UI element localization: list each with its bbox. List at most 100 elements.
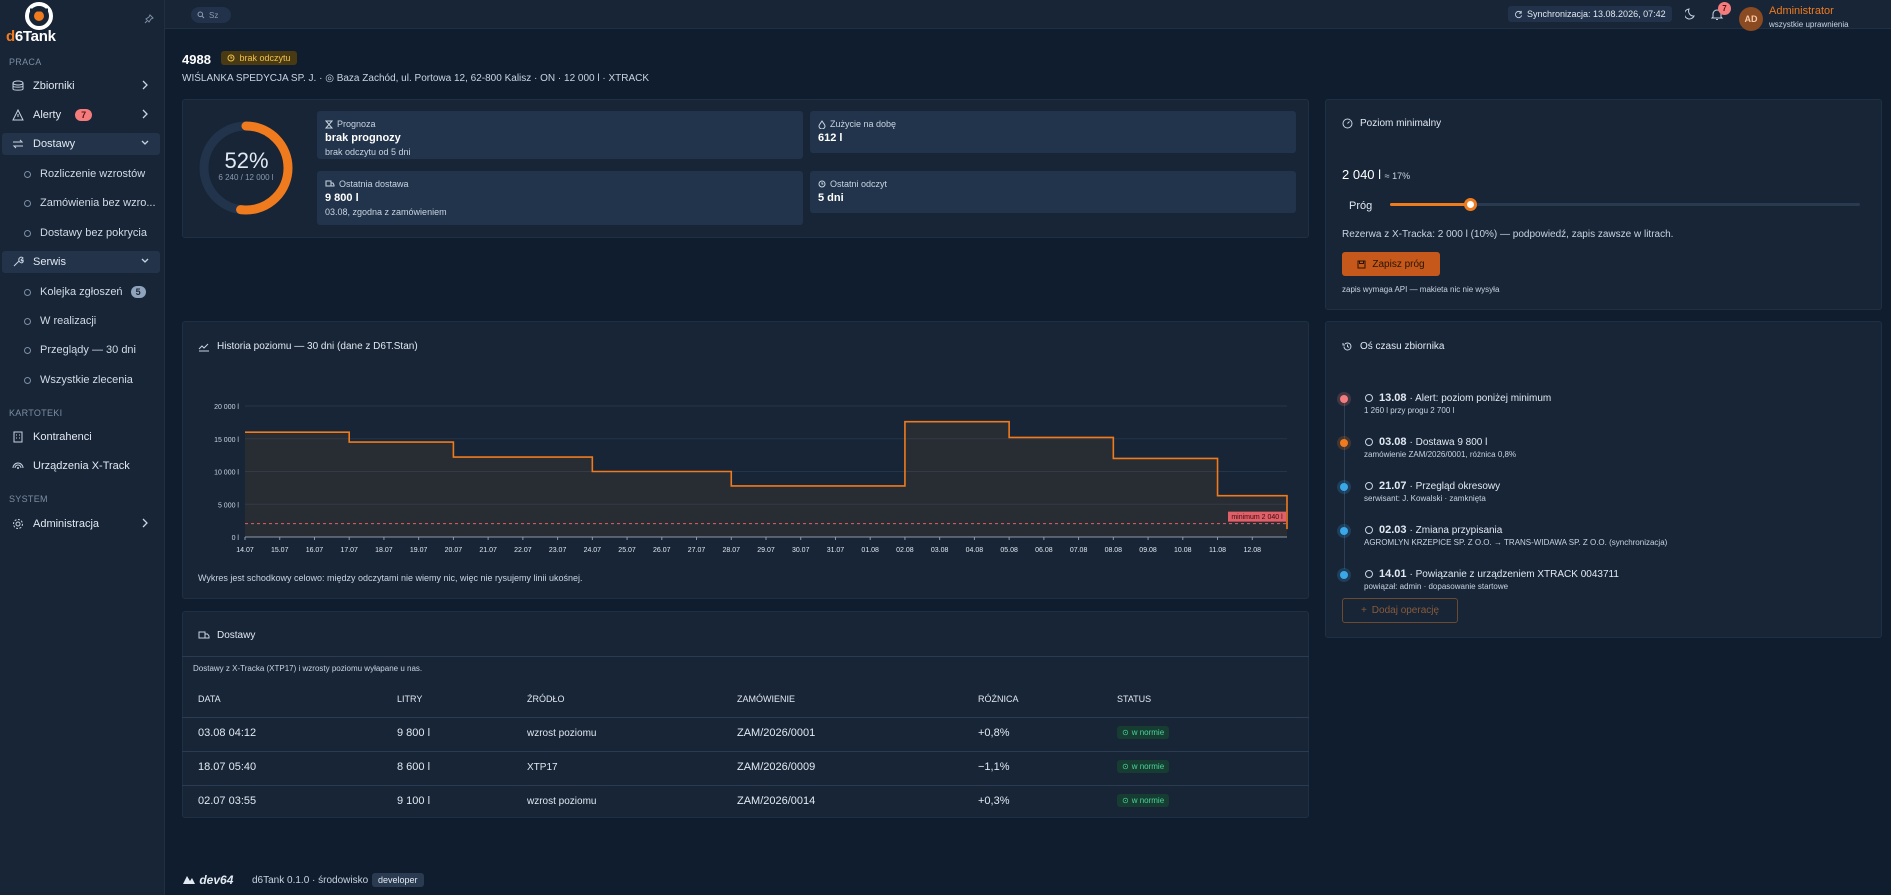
tank-subline: WIŚLANKA SPEDYCJA SP. J. · ◎ Baza Zachód…	[182, 73, 650, 84]
refresh-icon	[1515, 10, 1523, 18]
card-title-label: Dostawy	[217, 630, 256, 641]
card-title: Oś czasu zbiornika	[1342, 341, 1444, 352]
circle-icon	[24, 170, 31, 178]
tile-value: 612 l	[818, 132, 843, 144]
history-chart: 20 000 l 15 000 l 10 000 l 5 000 l 0 l 14.07 1…	[214, 404, 1288, 554]
series-line	[245, 420, 1288, 530]
timeline-event-sub: zamówienie ZAM/2026/0001, różnica 0,8%	[1364, 450, 1517, 459]
sidebar-item-label: Kontrahenci	[33, 431, 92, 443]
cell-source: wzrost poziomu	[527, 728, 597, 739]
status-badge: ⊙ w normie	[1117, 794, 1170, 807]
truck-icon	[325, 180, 335, 187]
building-icon	[11, 430, 25, 444]
cell-liters: 8 600 l	[397, 761, 431, 773]
history-icon	[1342, 342, 1352, 351]
threshold-slider-thumb[interactable]	[1463, 198, 1477, 211]
brand-logo-icon	[25, 2, 53, 30]
timeline-event-title: · Zmiana przypisania	[1409, 524, 1503, 536]
sidebar-item-administration[interactable]: Administracja	[2, 513, 160, 535]
timeline-event-heading: 14.01 · Powiązanie z urządzeniem XTRACK 0…	[1364, 568, 1619, 580]
sidebar: d6Tank PRACA Zbiorniki Alerty 7 Dostawy …	[0, 0, 165, 895]
sidebar-item-label: Urządzenia X-Track	[33, 460, 130, 472]
search-input[interactable]: Sz	[191, 7, 231, 23]
circle-icon	[24, 199, 31, 207]
x-tick-label: 24.07	[584, 547, 602, 554]
x-tick-label: 15.07	[271, 547, 289, 554]
x-tick-label: 17.07	[340, 547, 358, 554]
sidebar-subitem-orders-without-growth[interactable]: Zamówienia bez wzro...	[24, 192, 160, 214]
warning-icon	[11, 108, 25, 122]
tile-last-delivery: Ostatnia dostawa 9 800 l 03.08, zgodna z…	[317, 171, 803, 225]
y-tick-label: 5 000 l	[218, 502, 239, 509]
circle-icon	[24, 346, 31, 354]
sidebar-subitem-inspections[interactable]: Przeglądy — 30 dni	[24, 339, 160, 361]
minimum-value: 2 040 l ≈ 17%	[1342, 167, 1410, 182]
footer-logo-text: dev64	[199, 873, 234, 887]
cell-order[interactable]: ZAM/2026/0001	[737, 727, 816, 739]
column-header-date: DATA	[198, 694, 221, 704]
pin-icon[interactable]	[144, 14, 154, 24]
cell-order[interactable]: ZAM/2026/0014	[737, 795, 816, 807]
sidebar-subitem-uncovered-deliveries[interactable]: Dostawy bez pokrycia	[24, 222, 160, 244]
divider	[182, 717, 1309, 718]
x-tick-label: 03.08	[931, 547, 949, 554]
sidebar-subitem-label: Przeglądy — 30 dni	[40, 344, 136, 356]
status-label: w normie	[1131, 762, 1165, 771]
cell-diff: −1,1%	[978, 761, 1010, 773]
sidebar-subitem-ticket-queue[interactable]: Kolejka zgłoszeń 5	[24, 281, 160, 303]
notification-count-badge: 7	[1718, 2, 1731, 15]
cell-order[interactable]: ZAM/2026/0009	[737, 761, 816, 773]
add-operation-button[interactable]: + Dodaj operację	[1342, 598, 1458, 623]
sidebar-subitem-label: Wszystkie zlecenia	[40, 374, 133, 386]
sidebar-subitem-in-progress[interactable]: W realizacji	[24, 310, 160, 332]
truck-icon	[198, 631, 210, 639]
tile-label: Ostatni odczyt	[830, 179, 888, 189]
level-gauge	[199, 121, 293, 215]
x-tick-label: 09.08	[1139, 547, 1157, 554]
timeline-card	[1325, 321, 1882, 638]
sidebar-item-label: Alerty	[33, 109, 62, 121]
x-tick-label: 06.08	[1035, 547, 1053, 554]
x-tick-label: 18.07	[375, 547, 393, 554]
x-tick-label: 22.07	[514, 547, 532, 554]
warning-icon	[1365, 394, 1373, 402]
x-tick-label: 08.08	[1105, 547, 1123, 554]
card-title-label: Historia poziomu — 30 dni (dane z D6T.St…	[217, 341, 418, 352]
tile-label: Ostatnia dostawa	[339, 179, 409, 189]
avatar[interactable]: AD	[1739, 7, 1763, 31]
sidebar-subitem-label: Zamówienia bez wzro...	[40, 197, 156, 209]
user-name[interactable]: Administrator	[1769, 5, 1834, 17]
timeline-event-date: 21.07	[1379, 480, 1407, 492]
sidebar-subitem-all-orders[interactable]: Wszystkie zlecenia	[24, 369, 160, 391]
topbar: Sz Synchronizacja: 13.08.2026, 07:42 7 A…	[165, 0, 1891, 31]
moon-icon[interactable]	[1685, 8, 1697, 20]
threshold-slider[interactable]	[1390, 198, 1860, 211]
x-tick-label: 31.07	[827, 547, 845, 554]
save-threshold-button[interactable]: Zapisz próg	[1342, 252, 1440, 276]
timeline-event-title: · Dostawa 9 800 l	[1409, 436, 1488, 448]
timeline-event-heading: 03.08 · Dostawa 9 800 l	[1364, 436, 1487, 448]
sidebar-subitem-growth-settlement[interactable]: Rozliczenie wzrostów	[24, 163, 160, 185]
sync-label: Synchronizacja: 13.08.2026, 07:42	[1527, 9, 1666, 19]
cell-source: wzrost poziomu	[527, 796, 597, 807]
tile-daily-usage: Zużycie na dobę 612 l	[810, 111, 1296, 153]
cell-diff: +0,3%	[978, 795, 1010, 807]
sidebar-item-deliveries[interactable]: Dostawy	[2, 133, 160, 155]
tile-value: 9 800 l	[325, 192, 359, 204]
x-tick-label: 04.08	[966, 547, 984, 554]
sync-status-button[interactable]: Synchronizacja: 13.08.2026, 07:42	[1508, 6, 1672, 22]
x-tick-label: 05.08	[1000, 547, 1018, 554]
sidebar-item-alerts[interactable]: Alerty 7	[2, 104, 160, 126]
arrows-exchange-icon	[1365, 526, 1373, 534]
wrench-icon	[11, 255, 25, 269]
timeline-event-sub: 1 260 l przy progu 2 700 l	[1364, 406, 1455, 415]
sidebar-item-tanks[interactable]: Zbiorniki	[2, 75, 160, 97]
sidebar-item-contractors[interactable]: Kontrahenci	[2, 426, 160, 448]
section-label-work: PRACA	[9, 57, 42, 67]
x-tick-label: 12.08	[1244, 547, 1262, 554]
sidebar-item-xtrack-devices[interactable]: Urządzenia X-Track	[2, 455, 160, 477]
check-circle-icon: ⊙	[1122, 796, 1129, 805]
sidebar-item-service[interactable]: Serwis	[2, 251, 160, 273]
x-tick-label: 07.08	[1070, 547, 1088, 554]
database-icon	[11, 79, 25, 93]
